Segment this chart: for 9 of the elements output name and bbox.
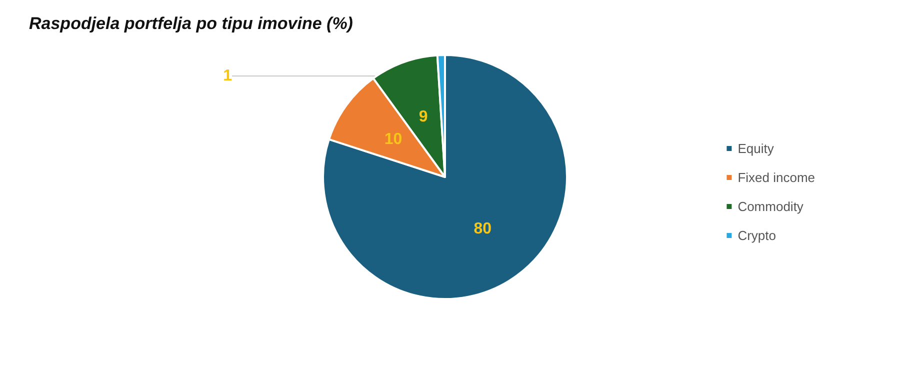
data-label: 9 bbox=[418, 108, 428, 126]
legend-label: Crypto bbox=[738, 228, 776, 243]
legend-label: Commodity bbox=[738, 199, 804, 214]
chart-title: Raspodjela portfelja po tipu imovine (%) bbox=[29, 14, 354, 33]
legend-label: Fixed income bbox=[738, 170, 816, 185]
data-label: 80 bbox=[474, 220, 492, 238]
data-label: 1 bbox=[223, 68, 232, 84]
data-label: 10 bbox=[384, 130, 402, 148]
legend-label: Equity bbox=[738, 141, 774, 156]
